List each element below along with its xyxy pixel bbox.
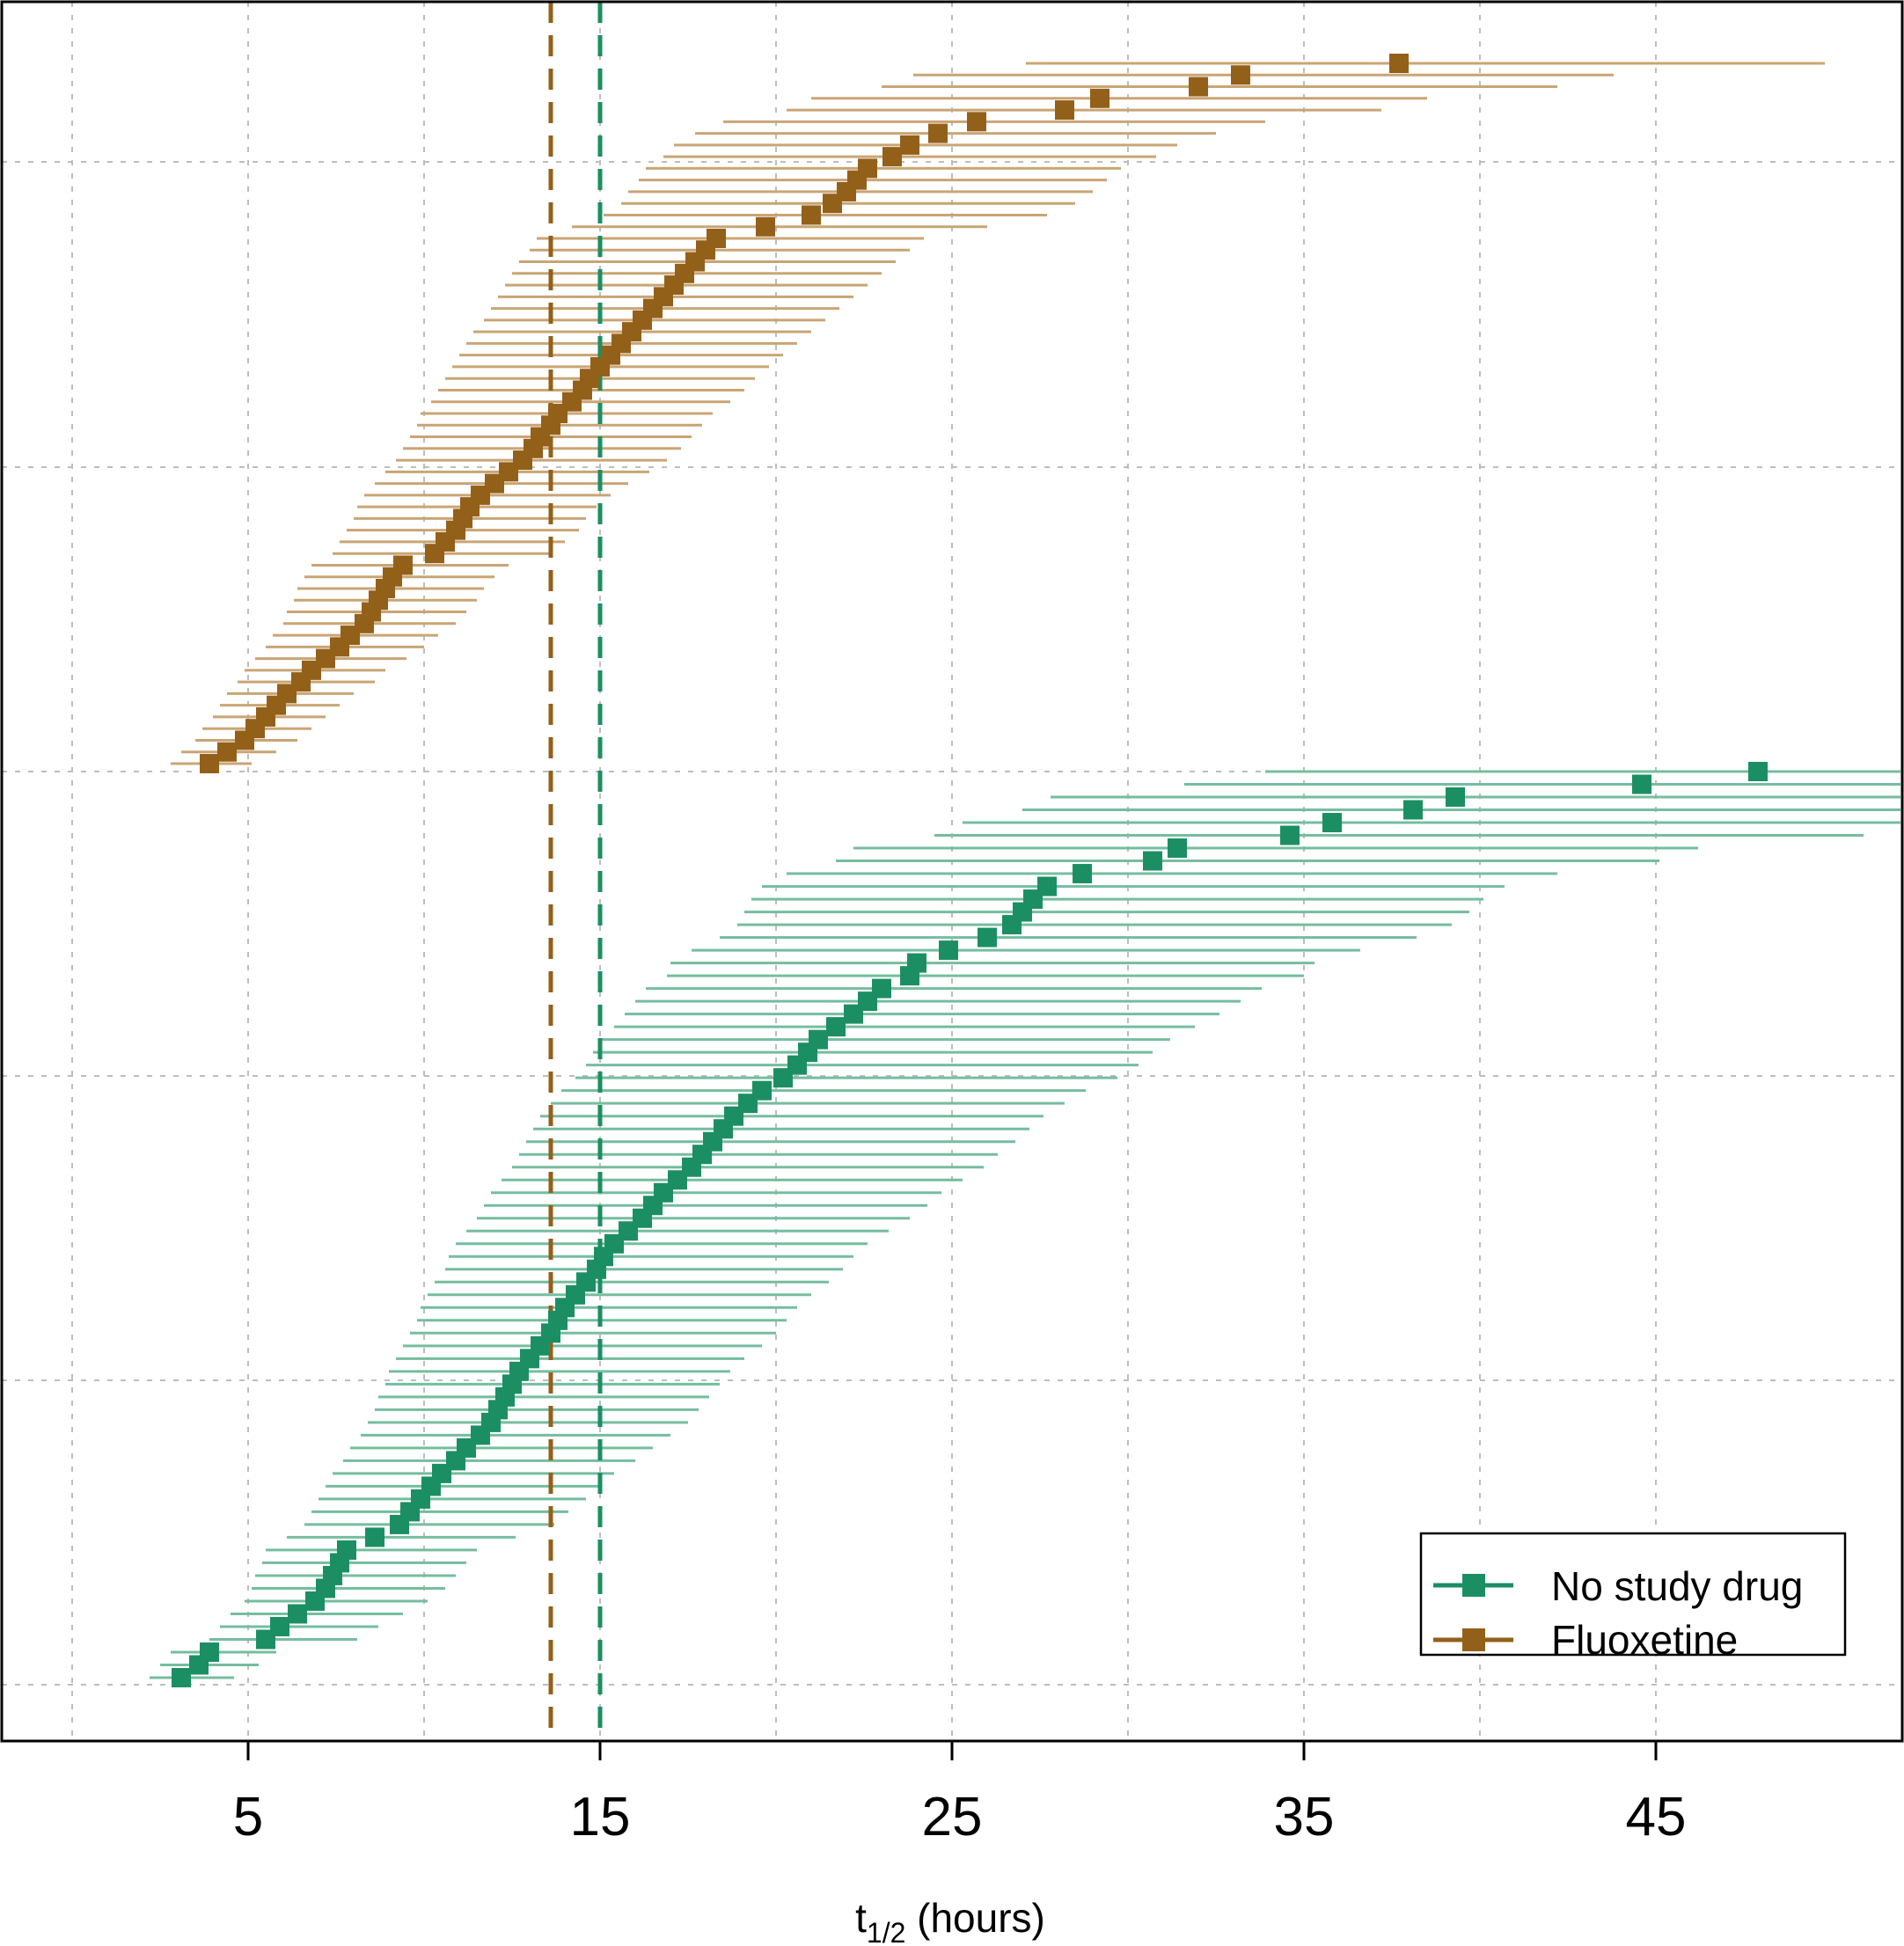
confidence-intervals: [150, 62, 1900, 1679]
point-fluoxetine: [1189, 77, 1208, 97]
point-fluoxetine: [900, 135, 919, 155]
point-fluoxetine: [756, 216, 775, 237]
x-axis-title-unit: (hours): [917, 1895, 1045, 1941]
x-axis-title-main: t: [855, 1895, 867, 1941]
legend: No study drug Fluoxetine: [1419, 1532, 1847, 1663]
point-no-study-drug: [1037, 876, 1057, 896]
legend-label-no-study-drug: No study drug: [1551, 1563, 1803, 1609]
point-no-study-drug: [1073, 864, 1092, 884]
point-no-study-drug: [200, 1642, 219, 1662]
point-fluoxetine: [882, 147, 902, 167]
point-fluoxetine: [217, 742, 237, 762]
x-axis-title-subscript: 1/2: [867, 1917, 905, 1946]
x-tick-label: 15: [570, 1787, 631, 1847]
point-no-study-drug: [288, 1604, 307, 1624]
x-tick-label: 35: [1274, 1787, 1335, 1847]
x-axis-title: t1/2 (hours): [855, 1895, 1045, 1946]
point-fluoxetine: [1389, 54, 1409, 73]
grid-lines: [2, 2, 1902, 1741]
point-no-study-drug: [1168, 838, 1187, 859]
x-tick-label: 5: [233, 1787, 263, 1847]
point-no-study-drug: [1446, 787, 1465, 808]
x-axis-ticks: 5 15 25 35 45: [233, 1741, 1687, 1847]
point-no-study-drug: [1632, 774, 1651, 794]
point-no-study-drug: [1748, 762, 1768, 781]
point-no-study-drug: [826, 1017, 846, 1037]
point-fluoxetine: [858, 158, 877, 179]
legend-marker-fluoxetine: [1462, 1628, 1485, 1651]
point-fluoxetine: [1055, 100, 1074, 121]
point-fluoxetine: [967, 112, 986, 132]
point-fluoxetine: [802, 205, 821, 225]
point-no-study-drug: [1322, 813, 1342, 833]
point-no-study-drug: [270, 1616, 289, 1636]
point-no-study-drug: [1403, 800, 1423, 820]
x-tick-label: 45: [1626, 1787, 1687, 1847]
point-estimates: [172, 54, 1768, 1687]
point-no-study-drug: [939, 940, 958, 961]
point-no-study-drug: [809, 1029, 828, 1050]
point-no-study-drug: [978, 927, 997, 947]
reference-lines: [548, 2, 603, 1741]
point-fluoxetine: [928, 123, 948, 143]
point-no-study-drug: [1143, 851, 1162, 871]
legend-box: [1419, 1532, 1847, 1657]
point-no-study-drug: [1280, 825, 1300, 845]
point-no-study-drug: [752, 1080, 772, 1101]
legend-marker-no-study-drug: [1462, 1574, 1485, 1597]
point-no-study-drug: [337, 1540, 356, 1560]
point-fluoxetine: [393, 555, 413, 575]
x-tick-label: 25: [922, 1787, 983, 1847]
point-fluoxetine: [1090, 88, 1109, 108]
point-no-study-drug: [872, 978, 891, 999]
legend-label-fluoxetine: Fluoxetine: [1551, 1617, 1738, 1663]
point-fluoxetine: [200, 754, 219, 773]
point-fluoxetine: [1231, 65, 1250, 85]
point-no-study-drug: [172, 1668, 191, 1687]
point-no-study-drug: [907, 953, 926, 973]
x-axis-title-spacer: [905, 1895, 917, 1941]
point-no-study-drug: [365, 1527, 384, 1547]
point-fluoxetine: [707, 229, 726, 248]
